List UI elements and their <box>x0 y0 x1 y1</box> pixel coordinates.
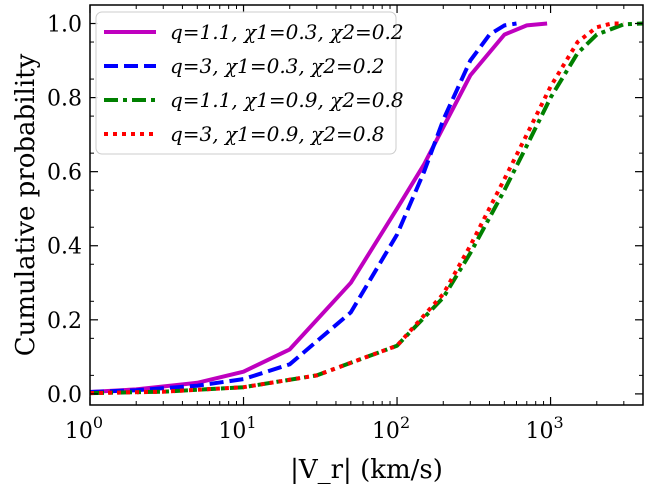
series-line-2 <box>89 21 517 394</box>
legend-box <box>95 11 397 155</box>
x-tick-label: 103 <box>525 413 563 444</box>
plot-frame <box>89 4 644 406</box>
y-tick-label: 0.0 <box>47 383 82 408</box>
y-tick-label: 1.0 <box>47 13 82 38</box>
legend-label-4: q=3, χ1=0.9, χ2=0.8 <box>170 122 385 146</box>
y-tick-label: 0.8 <box>47 87 82 112</box>
series-line-3 <box>89 21 644 396</box>
y-tick-label: 0.6 <box>47 161 82 186</box>
y-tick-label: 0.2 <box>47 309 82 334</box>
x-tick-label: 101 <box>218 413 256 444</box>
x-tick-label: 102 <box>372 413 410 444</box>
legend-label-2: q=3, χ1=0.3, χ2=0.2 <box>170 54 385 78</box>
series-line-1 <box>89 21 548 394</box>
legend-label-1: q=1.1, χ1=0.3, χ2=0.2 <box>170 20 404 44</box>
x-tick-label: 100 <box>65 413 103 444</box>
y-tick-label: 0.4 <box>47 235 82 260</box>
y-axis-label: Cumulative probability <box>11 53 41 356</box>
legend: q=1.1, χ1=0.3, χ2=0.2 q=3, χ1=0.3, χ2=0.2… <box>95 11 404 155</box>
x-axis-label: |V_r| (km/s) <box>290 455 443 485</box>
legend-label-3: q=1.1, χ1=0.9, χ2=0.8 <box>170 88 404 112</box>
